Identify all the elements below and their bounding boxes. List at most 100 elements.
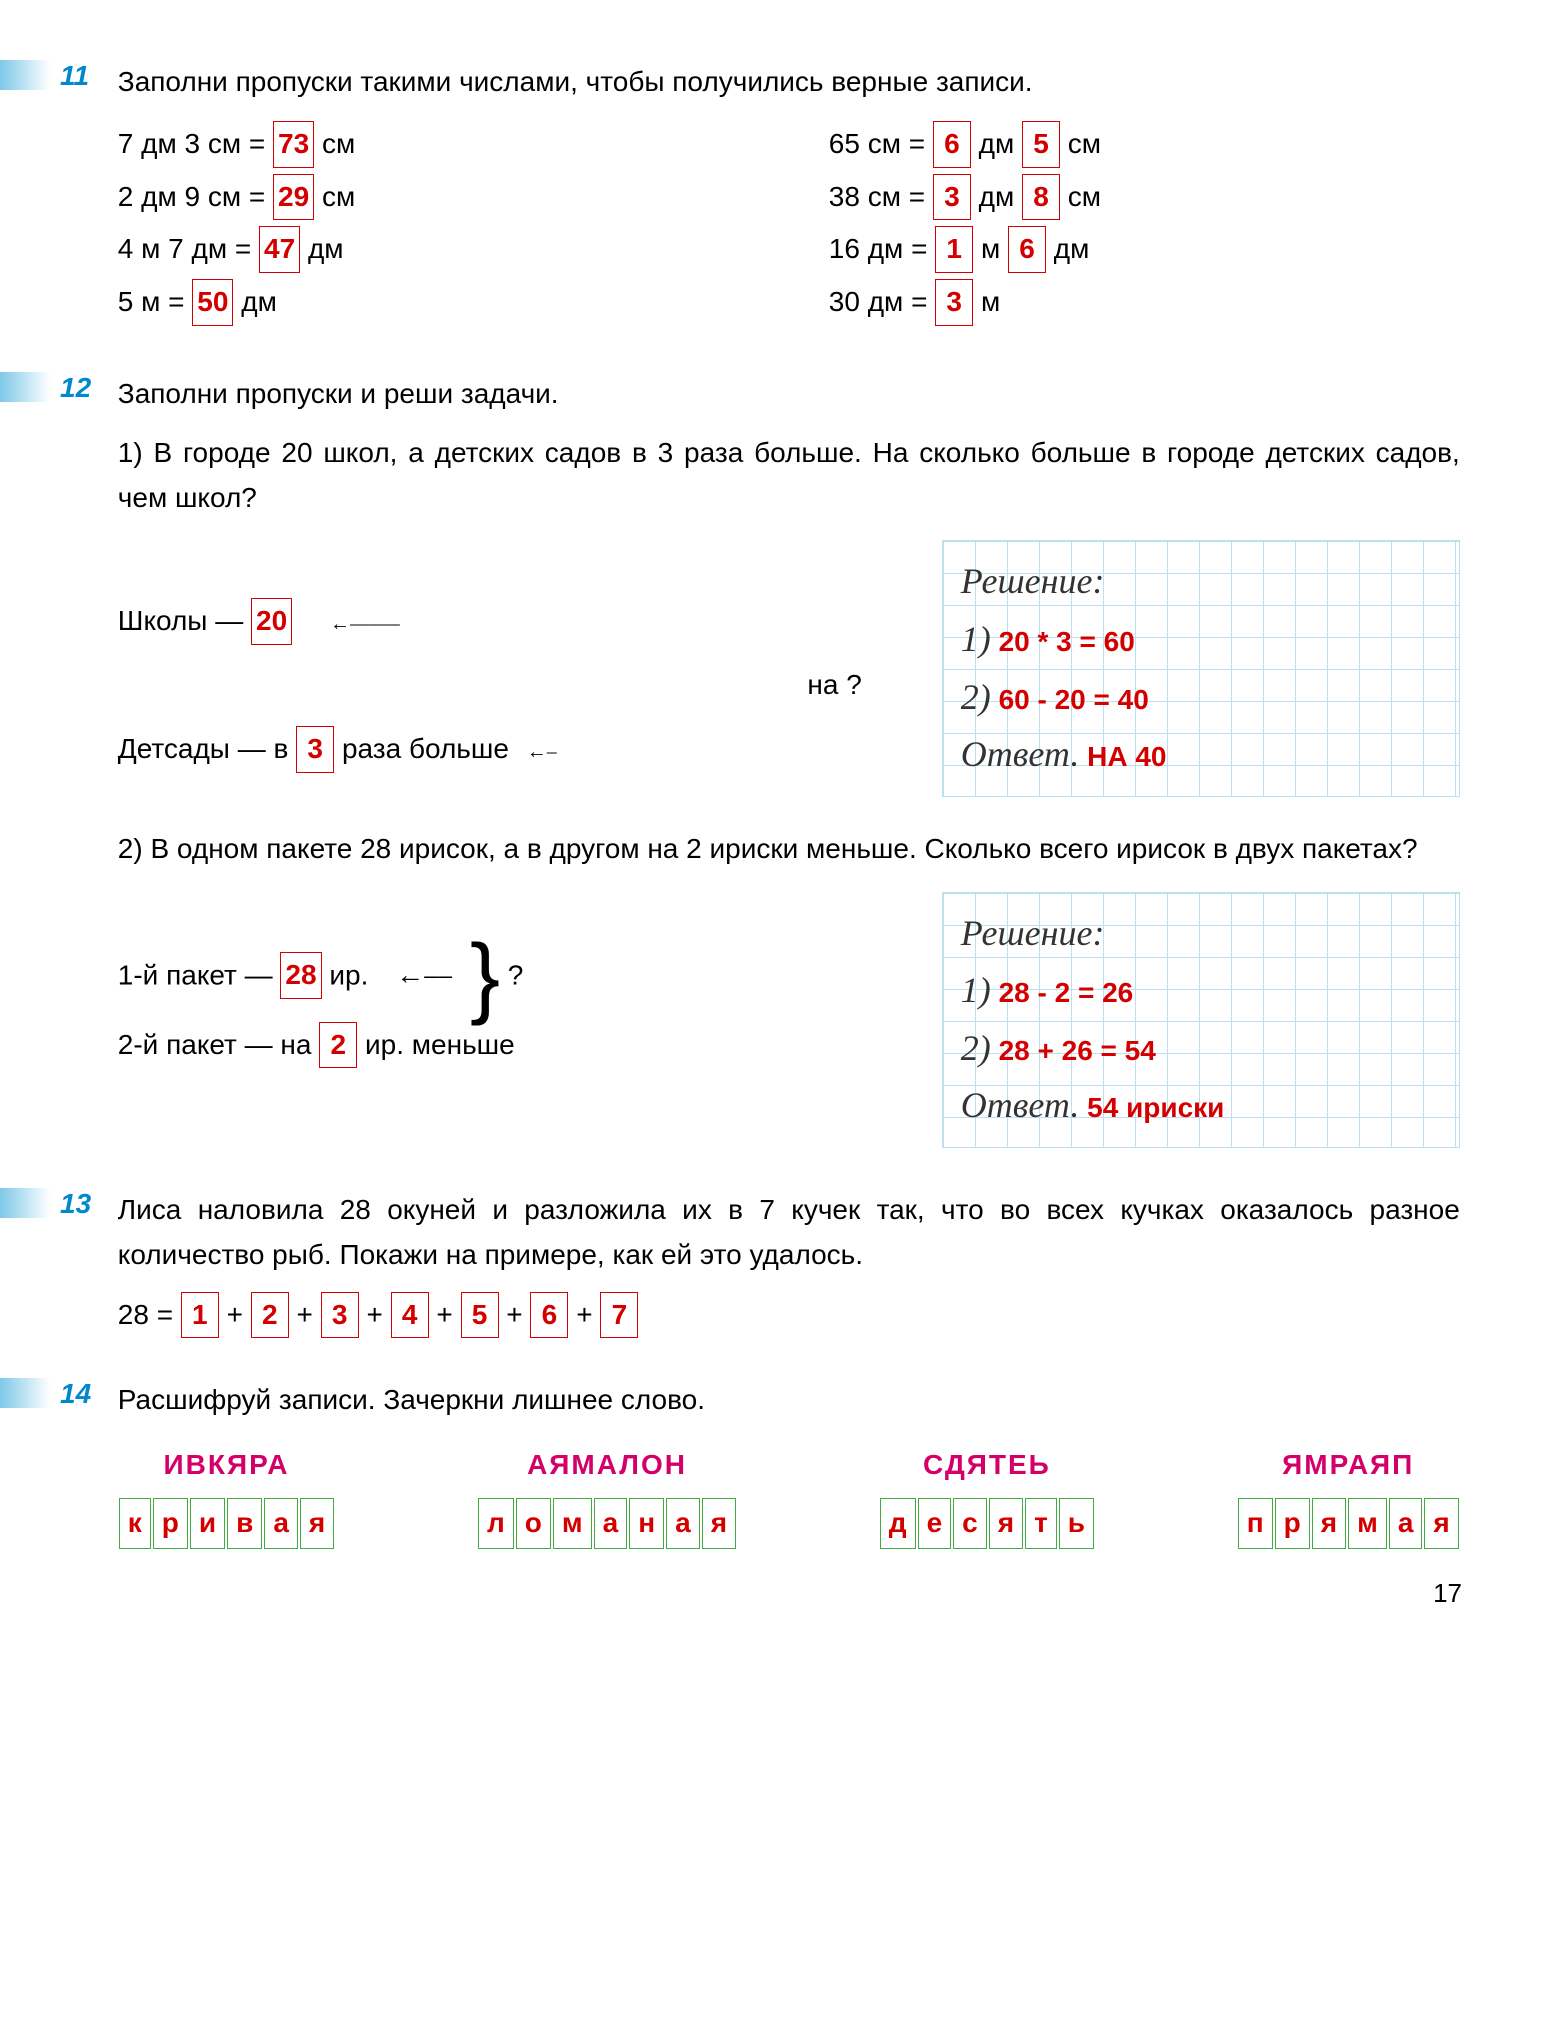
answer-box: 3 [321,1292,359,1339]
task-body: Заполни пропуски и реши задачи. 1) В гор… [118,372,1460,1148]
task-body: Лиса наловила 28 окуней и разложила их в… [118,1188,1460,1338]
solution-title: Решение: [961,905,1441,963]
answer-line: Ответ. НА 40 [961,726,1441,784]
task-prompt: Расшифруй записи. Зачеркни лишнее слово. [118,1378,1460,1423]
cipher-answer: прямая [1237,1498,1460,1549]
cipher-source: ЯМРАЯП [1237,1443,1460,1488]
letter-box: я [300,1498,334,1549]
task-marker [0,372,50,402]
solution-grid: Решение: 1) 20 * 3 = 60 2) 60 - 20 = 40 … [942,540,1460,796]
step-2: 2) 60 - 20 = 40 [961,669,1441,727]
letter-box: н [629,1498,664,1549]
cipher-source: АЯМАЛОН [477,1443,737,1488]
letter-box: м [553,1498,592,1549]
cipher-answer: ломаная [477,1498,737,1549]
cipher-source: ИВКЯРА [118,1443,335,1488]
page-number: 17 [1433,1578,1462,1609]
conversion-line: 5 м = 50 дм [118,279,749,326]
conversion-line: 2 дм 9 см = 29 см [118,174,749,221]
answer-box: 47 [259,226,300,273]
right-column: 65 см = 6 дм 5 см38 см = 3 дм 8 см16 дм … [829,115,1460,332]
cipher-item: ЯМРАЯП прямая [1237,1443,1460,1549]
brace-icon: } [470,950,500,1004]
answer-box: 20 [251,598,292,645]
letter-box: в [227,1498,262,1549]
task-number: 12 [60,372,110,404]
answer-box: 6 [1008,226,1046,273]
cipher-row: ИВКЯРАкриваяАЯМАЛОНломанаяСДЯТЕЬдесятьЯМ… [118,1443,1460,1549]
problem-2-text: 2) В одном пакете 28 ирисок, а в другом … [118,827,1460,872]
answer-box: 1 [935,226,973,273]
schools-line: Школы — 20 ←⎯⎯⎯⎯⎯ [118,598,922,645]
answer-box: 7 [600,1292,638,1339]
task-prompt: Лиса наловила 28 окуней и разложила их в… [118,1188,1460,1278]
letter-box: л [478,1498,514,1549]
answer-box: 2 [319,1022,357,1069]
letter-box: п [1238,1498,1273,1549]
left-column: 7 дм 3 см = 73 см2 дм 9 см = 29 см4 м 7 … [118,115,749,332]
task-number: 11 [60,60,110,92]
step-2: 2) 28 + 26 = 54 [961,1020,1441,1078]
problem-1-row: Школы — 20 ←⎯⎯⎯⎯⎯ на ? Детсады — в 3 раз… [118,540,1460,796]
step-1: 1) 20 * 3 = 60 [961,611,1441,669]
task-14: 14 Расшифруй записи. Зачеркни лишнее сло… [60,1378,1462,1548]
letter-box: а [264,1498,298,1549]
cipher-answer: кривая [118,1498,335,1549]
cipher-item: АЯМАЛОНломаная [477,1443,737,1549]
problem-2-row: 1-й пакет — 28 ир. ←⎯⎯ } ? 2-й пакет — н… [118,892,1460,1148]
letter-box: о [516,1498,551,1549]
task-prompt: Заполни пропуски и реши задачи. [118,372,1460,417]
letter-box: с [953,1498,987,1549]
solution-grid: Решение: 1) 28 - 2 = 26 2) 28 + 26 = 54 … [942,892,1460,1148]
task-13: 13 Лиса наловила 28 окуней и разложила и… [60,1188,1462,1338]
task-12: 12 Заполни пропуски и реши задачи. 1) В … [60,372,1462,1148]
conversion-line: 38 см = 3 дм 8 см [829,174,1460,221]
letter-box: к [119,1498,151,1549]
conversion-line: 16 дм = 1 м 6 дм [829,226,1460,273]
letter-box: д [880,1498,916,1549]
letter-box: и [190,1498,225,1549]
answer-box: 4 [391,1292,429,1339]
answer-box: 3 [935,279,973,326]
task-11: 11 Заполни пропуски такими числами, чтоб… [60,60,1462,332]
task-body: Расшифруй записи. Зачеркни лишнее слово.… [118,1378,1460,1548]
answer-box: 28 [280,952,321,999]
packet1-line: 1-й пакет — 28 ир. ←⎯⎯ } ? [118,950,922,1004]
cipher-item: ИВКЯРА кривая [118,1443,335,1549]
cipher-source: СДЯТЕЬ [879,1443,1095,1488]
answer-box: 2 [251,1292,289,1339]
cipher-answer: десять [879,1498,1095,1549]
step-1: 1) 28 - 2 = 26 [961,962,1441,1020]
problem-1-text: 1) В городе 20 школ, а детских садов в 3… [118,431,1460,521]
letter-box: р [1275,1498,1310,1549]
answer-box: 29 [273,174,314,221]
letter-box: а [666,1498,700,1549]
answer-box: 1 [181,1292,219,1339]
letter-box: ь [1059,1498,1094,1549]
task-number: 13 [60,1188,110,1220]
task-marker [0,1378,50,1408]
problem-2-given: 1-й пакет — 28 ир. ←⎯⎯ } ? 2-й пакет — н… [118,892,922,1087]
answer-box: 73 [273,121,314,168]
letter-box: я [1424,1498,1458,1549]
conversion-columns: 7 дм 3 см = 73 см2 дм 9 см = 29 см4 м 7 … [118,115,1460,332]
task-marker [0,60,50,90]
answer-box: 6 [530,1292,568,1339]
conversion-line: 7 дм 3 см = 73 см [118,121,749,168]
task-marker [0,1188,50,1218]
answer-box: 5 [1022,121,1060,168]
letter-box: я [702,1498,736,1549]
letter-box: м [1348,1498,1387,1549]
letter-box: р [153,1498,188,1549]
letter-box: т [1025,1498,1057,1549]
conversion-line: 65 см = 6 дм 5 см [829,121,1460,168]
solution-title: Решение: [961,553,1441,611]
answer-box: 6 [933,121,971,168]
answer-box: 8 [1022,174,1060,221]
task-body: Заполни пропуски такими числами, чтобы п… [118,60,1460,332]
letter-box: я [1312,1498,1346,1549]
equation: 28 = 1 + 2 + 3 + 4 + 5 + 6 + 7 [118,1292,1460,1339]
na-label: на ? [118,663,922,708]
task-number: 14 [60,1378,110,1410]
answer-box: 5 [461,1292,499,1339]
